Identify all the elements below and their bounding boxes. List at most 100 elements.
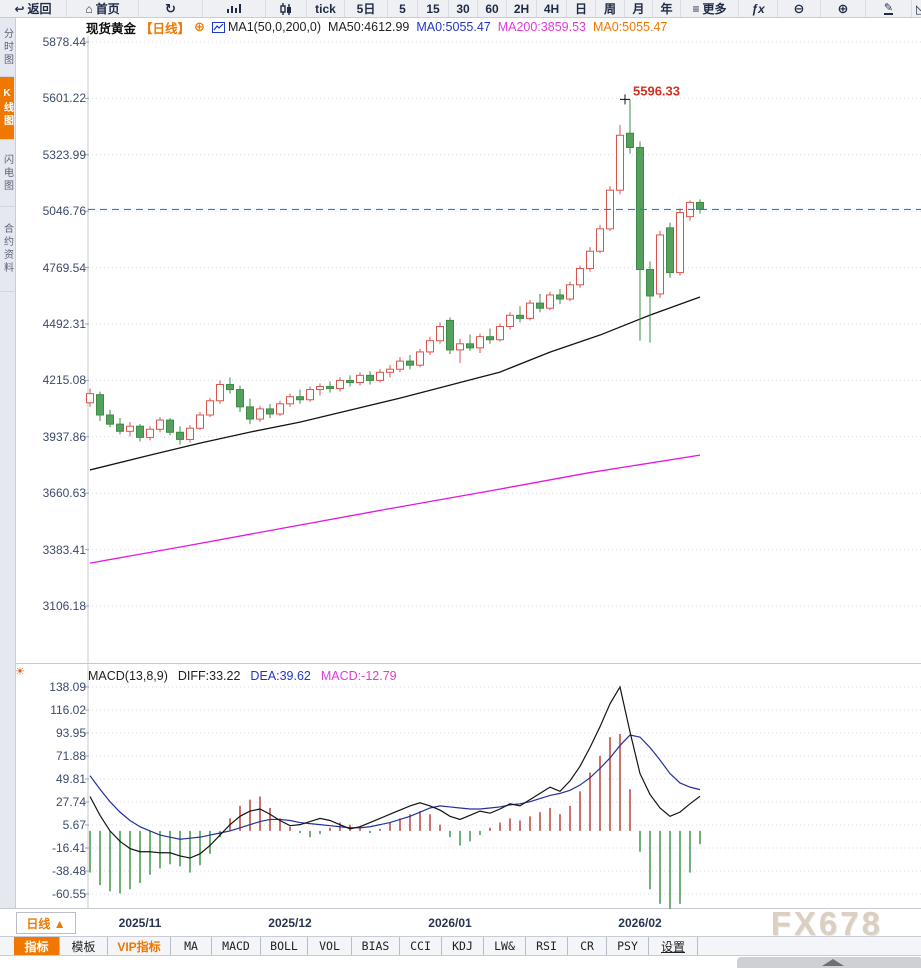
home-icon: ⌂ [85,1,93,16]
sidebar-item-time-chart[interactable]: 分时图 [0,18,14,77]
zoom-in-button[interactable]: ⊕ [821,0,866,17]
more-button[interactable]: ≡ 更多 [681,0,739,17]
period-4h-label: 4H [543,1,560,16]
ma0-blue-value: MA0:5055.47 [416,20,491,34]
back-arrow-icon: ↩ [14,1,25,16]
sun-icon[interactable]: ☀ [15,666,25,678]
period-year-button[interactable]: 年 [653,0,681,17]
macd-axis-label: 5.67 [62,817,86,832]
period-2h-button[interactable]: 2H [507,0,537,17]
sidebar-item-kline-chart[interactable]: K线图 [0,77,14,140]
candle-chart-mode-button[interactable] [266,0,307,17]
macd-axis-label: 27.74 [55,794,86,809]
price-axis-label: 4215.08 [42,373,86,388]
tab-indicators[interactable]: 指标 [14,937,60,955]
draw-button[interactable]: ✎ [866,0,912,17]
x-axis-label: 2026/01 [428,916,472,930]
macd-axis-label: -16.41 [51,841,86,855]
macd-axis-label: 116.02 [50,702,86,717]
tab-templates[interactable]: 模板 [60,937,108,955]
symbol-name: 现货黄金 [86,21,137,36]
tab-bias[interactable]: BIAS [352,937,400,955]
tab-kdj[interactable]: KDJ [442,937,484,955]
ma50-value: MA50:4612.99 [328,20,410,34]
macd-axis-label: -60.55 [51,887,86,901]
tick-label: tick [315,1,336,16]
period-60min-label: 60 [485,1,499,16]
price-axis-label: 3660.63 [42,486,86,501]
period-year-label: 年 [660,2,673,16]
period-15min-button[interactable]: 15 [418,0,449,17]
zoom-out-button[interactable]: ⊖ [778,0,821,17]
period-5min-button[interactable]: 5 [388,0,418,17]
x-axis-labels: 2025/11 2025/12 2026/01 2026/02 [0,916,921,932]
tick-period-button[interactable]: tick [307,0,345,17]
period-60min-button[interactable]: 60 [478,0,507,17]
home-button[interactable]: ⌂ 首页 [67,0,139,17]
svg-text:5596.33: 5596.33 [633,83,680,98]
macd-axis-label: 49.81 [55,771,86,786]
tab-vol[interactable]: VOL [308,937,352,955]
bar-chart-icon [227,3,241,14]
period-week-label: 周 [603,2,616,16]
tab-cci[interactable]: CCI [400,937,442,955]
period-30min-button[interactable]: 30 [449,0,478,17]
period-selector-button[interactable]: 日线 ▲ [16,912,76,934]
tab-lw[interactable]: LW& [484,937,526,955]
x-axis-label: 2026/02 [618,916,662,930]
tab-macd[interactable]: MACD [212,937,261,955]
triangle-icon: ◺ [916,1,921,16]
sidebar-item-lightning-chart[interactable]: 闪电图 [0,140,14,207]
tab-cr[interactable]: CR [568,937,607,955]
period-5min-label: 5 [399,1,406,16]
top-toolbar: ↩ 返回 ⌂ 首页 ↻ tick 5日 5 15 30 60 2H 4H 日 周… [0,0,921,18]
bar-chart-mode-button[interactable] [203,0,266,17]
sidebar-item-contract-info[interactable]: 合约资料 [0,207,14,292]
period-day-button[interactable]: 日 [567,0,596,17]
price-axis-label: 3106.18 [42,599,86,613]
price-axis-label: 3937.86 [42,429,86,444]
tab-vip-indicators[interactable]: VIP指标 [108,937,171,955]
price-axis-label: 5323.99 [42,147,86,162]
refresh-button[interactable]: ↻ [139,0,203,17]
price-axis-label: 5601.22 [42,91,86,106]
x-axis-label: 2025/11 [118,916,162,930]
macd-axis-label: 138.09 [49,680,86,694]
tab-rsi[interactable]: RSI [526,937,568,955]
shape-tool-button[interactable]: ◺ [912,0,921,17]
period-4h-button[interactable]: 4H [537,0,567,17]
price-axis-label: 5046.76 [42,204,86,219]
tab-settings[interactable]: 设置 [649,937,698,955]
macd-axis-label: 93.95 [55,725,86,740]
sidebar-label: 合约资料 [1,223,13,275]
x-axis-label: 2025/12 [268,916,312,930]
back-label: 返回 [27,2,52,16]
left-sidebar: 分时图 K线图 闪电图 合约资料 [0,18,16,908]
period-month-button[interactable]: 月 [625,0,653,17]
tab-boll[interactable]: BOLL [261,937,308,955]
sidebar-label: K线图 [1,88,13,128]
bottom-scrollbar[interactable] [737,957,921,968]
sidebar-label: 闪电图 [1,153,13,193]
price-chart-header: 现货黄金 【日线】 ⊕ MA1(50,0,200,0) MA50:4612.99… [86,19,667,36]
price-axis-label: 4492.31 [42,317,86,331]
macd-hist-value: MACD:-12.79 [320,668,397,683]
indicator-settings-icon[interactable]: ⊕ [194,19,205,34]
scroll-up-arrow-icon[interactable] [822,959,844,966]
zoom-out-icon: ⊖ [793,1,805,16]
menu-icon: ≡ [692,1,700,16]
tab-ma[interactable]: MA [171,937,212,955]
sidebar-label: 分时图 [1,27,13,67]
tab-psy[interactable]: PSY [607,937,649,955]
period-15min-label: 15 [426,1,440,16]
period-5day-button[interactable]: 5日 [345,0,388,17]
back-button[interactable]: ↩ 返回 [0,0,67,17]
price-axis-label: 3383.41 [42,542,86,557]
x-axis-row: 日线 ▲ 2025/11 2025/12 2026/01 2026/02 FX678 [0,905,921,942]
period-5day-label: 5日 [356,2,376,16]
formula-button[interactable]: ƒx [739,0,778,17]
macd-axis-label: 71.88 [55,748,86,763]
macd-header: MACD(13,8,9) DIFF:33.22 DEA:39.62 MACD:-… [88,668,397,683]
period-week-button[interactable]: 周 [596,0,625,17]
